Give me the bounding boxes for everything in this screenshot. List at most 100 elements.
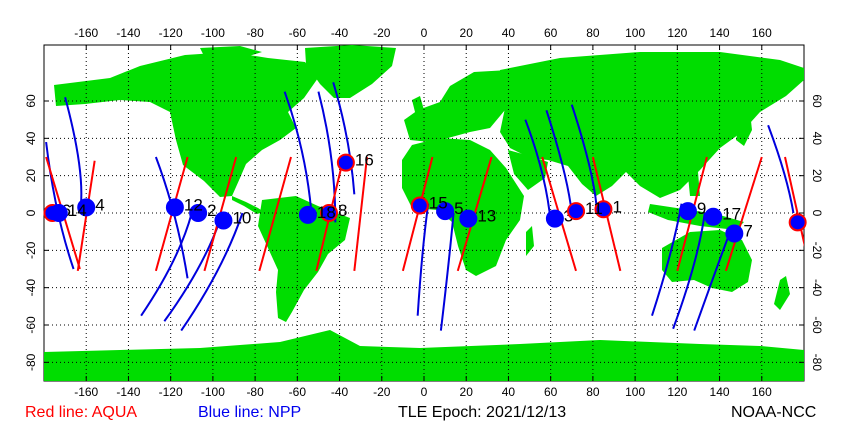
pass-node-marker <box>678 202 697 221</box>
lon-tick-label-bottom: 160 <box>752 385 772 399</box>
pass-number-label: 18 <box>317 203 336 222</box>
landmass-north-america <box>54 52 318 197</box>
lat-tick-label-right: -60 <box>810 316 824 334</box>
lon-tick-label-bottom: 80 <box>586 385 600 399</box>
lon-tick-label-bottom: 100 <box>625 385 645 399</box>
tle-epoch: TLE Epoch: 2021/12/13 <box>398 404 567 421</box>
pass-number-label: 4 <box>95 195 104 214</box>
landmass-japan <box>736 112 752 146</box>
lon-tick-label-bottom: 140 <box>710 385 730 399</box>
lon-tick-label-top: 0 <box>421 26 428 40</box>
pass-node-marker <box>725 224 744 243</box>
pass-number-label: 10 <box>232 208 251 227</box>
landmass-europe <box>404 70 515 142</box>
lon-tick-label-top: -60 <box>289 26 307 40</box>
landmass-madagascar <box>526 226 534 256</box>
pass-node-marker <box>336 153 355 172</box>
npp-track <box>140 212 193 317</box>
landmass-arctic-islands <box>200 46 262 60</box>
lon-tick-label-bottom: -120 <box>159 385 183 399</box>
pass-number-label: 15 <box>429 194 448 213</box>
landmass-philippines <box>688 172 700 196</box>
npp-track <box>439 212 455 331</box>
lon-tick-label-top: -120 <box>159 26 183 40</box>
lon-tick-label-top: -160 <box>74 26 98 40</box>
lat-tick-label-left: 0 <box>24 209 38 216</box>
lon-tick-label-bottom: 60 <box>544 385 558 399</box>
pass-node-marker <box>77 198 96 217</box>
pass-node-marker <box>436 202 455 221</box>
landmass-antarctica <box>44 330 804 381</box>
lon-tick-label-top: 140 <box>710 26 730 40</box>
lat-tick-label-right: -20 <box>810 242 824 260</box>
legend-npp: Blue line: NPP <box>198 404 302 421</box>
lat-tick-label-left: 60 <box>24 94 38 108</box>
lon-tick-label-top: 20 <box>460 26 474 40</box>
landmass-greenland <box>305 45 396 98</box>
pass-number-label: 9 <box>697 199 706 218</box>
pass-node-marker <box>567 202 585 221</box>
lon-tick-label-bottom: -40 <box>331 385 349 399</box>
pass-node-marker <box>49 204 68 222</box>
lon-tick-label-top: 100 <box>625 26 645 40</box>
landmass-africa <box>402 138 524 276</box>
lat-tick-label-left: -40 <box>24 279 38 297</box>
pass-number-label: 11 <box>585 199 603 218</box>
pass-number-label: 16 <box>355 151 374 170</box>
lon-tick-label-top: 120 <box>667 26 687 40</box>
lat-tick-label-left: -60 <box>24 316 38 334</box>
lon-tick-label-bottom: -60 <box>289 385 307 399</box>
lon-tick-label-bottom: 0 <box>421 385 428 399</box>
npp-track <box>672 212 706 330</box>
pass-node-marker <box>189 204 208 222</box>
aqua-track <box>353 156 368 271</box>
landmass-new-zealand <box>774 276 790 310</box>
pass-number-label: 7 <box>743 222 752 241</box>
pass-node-marker <box>320 204 338 222</box>
lat-tick-label-right: 20 <box>810 169 824 183</box>
lat-tick-label-right: -80 <box>810 354 824 372</box>
lat-tick-label-left: -20 <box>24 241 38 259</box>
pass-node-marker <box>594 200 613 219</box>
npp-track <box>767 124 795 214</box>
pass-number-label: 17 <box>722 205 741 224</box>
pass-number-label: 14 <box>68 201 87 220</box>
axis-ticks: -160 -160 -140 -140 -120 -120 -100 -100 -80 -80 -6… <box>24 26 824 399</box>
pass-node-marker <box>459 209 478 228</box>
lon-tick-label-top: -80 <box>246 26 264 40</box>
npp-track <box>416 203 430 316</box>
lon-tick-label-top: 80 <box>586 26 600 40</box>
lon-tick-label-top: 40 <box>502 26 516 40</box>
lat-tick-label-left: 40 <box>24 131 38 145</box>
lon-tick-label-top: -40 <box>331 26 349 40</box>
lat-tick-label-right: -40 <box>810 279 824 297</box>
lon-tick-label-bottom: 20 <box>460 385 474 399</box>
lon-tick-label-bottom: -80 <box>246 385 264 399</box>
npp-track <box>332 82 356 195</box>
pass-node-marker <box>545 209 564 228</box>
legend-aqua: Red line: AQUA <box>25 404 138 421</box>
pass-node-marker <box>214 211 233 230</box>
lat-tick-label-left: 20 <box>24 169 38 183</box>
pass-number-label: 12 <box>184 195 203 214</box>
lon-tick-label-bottom: -20 <box>373 385 391 399</box>
pass-number-label: 2 <box>207 201 216 220</box>
pass-node-marker <box>298 205 317 224</box>
pass-node-marker <box>410 196 429 215</box>
pass-node-marker <box>704 207 723 226</box>
aqua-track <box>258 156 292 272</box>
credit: NOAA-NCC <box>731 404 817 421</box>
landmass-indonesia <box>648 204 744 230</box>
pass-node-marker <box>788 213 807 232</box>
lat-tick-label-left: -80 <box>24 353 38 371</box>
lon-tick-label-bottom: -160 <box>74 385 98 399</box>
landmass-asia <box>500 52 804 198</box>
lon-tick-label-top: 60 <box>544 26 558 40</box>
lon-tick-label-top: -20 <box>373 26 391 40</box>
lon-tick-label-bottom: 40 <box>502 385 516 399</box>
lon-tick-label-top: 160 <box>752 26 772 40</box>
lat-tick-label-right: 40 <box>810 132 824 146</box>
lon-tick-label-top: -140 <box>116 26 140 40</box>
pass-number-label: 13 <box>477 207 496 226</box>
pass-number-label: 8 <box>338 201 347 220</box>
